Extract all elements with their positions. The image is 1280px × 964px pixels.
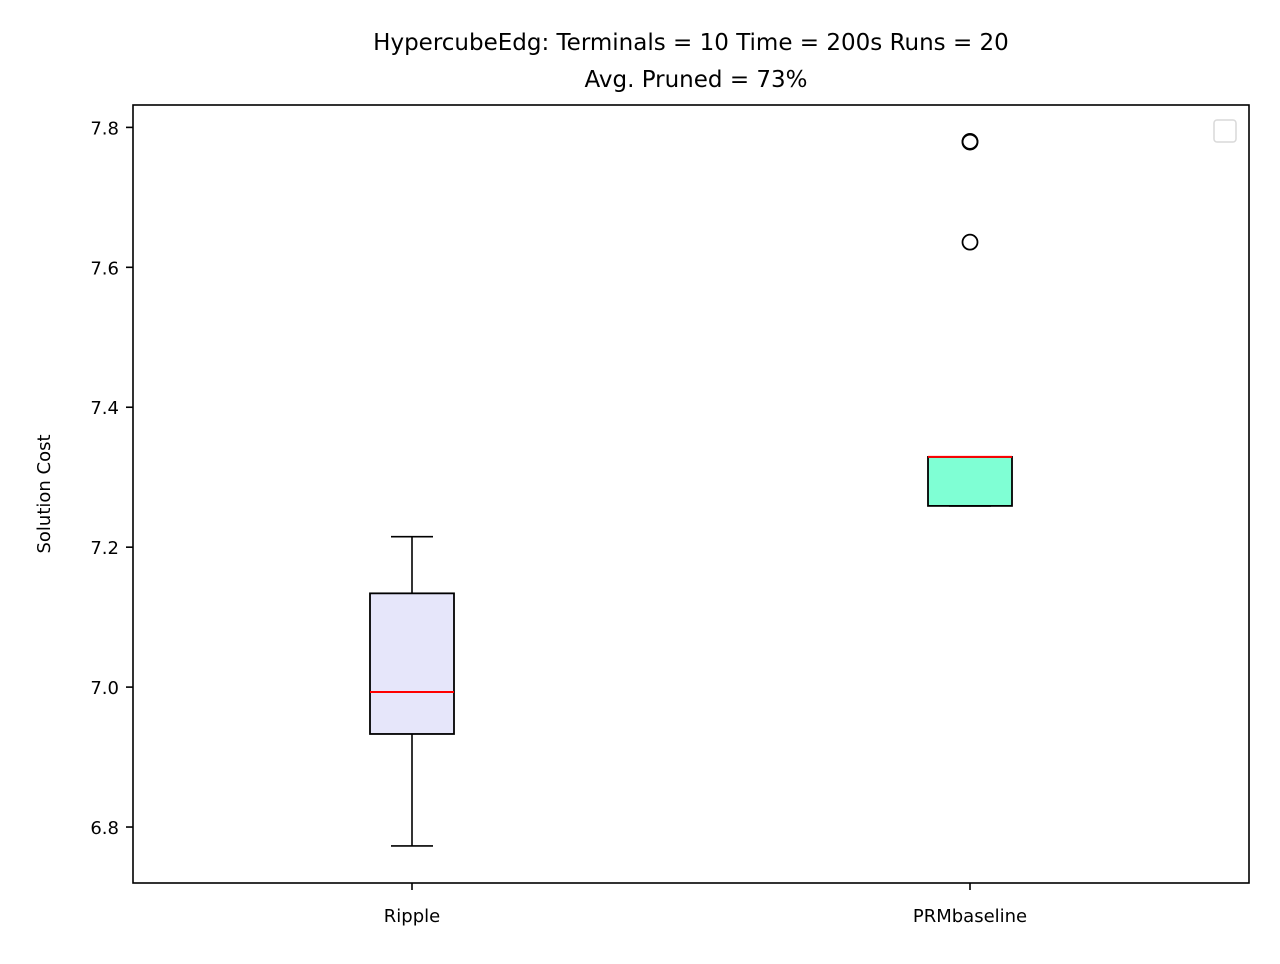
y-tick-label: 7.2 (90, 538, 119, 559)
box (369, 592, 455, 735)
plot-frame (132, 104, 1250, 884)
chart-title: HypercubeEdg: Terminals = 10 Time = 200s… (373, 30, 1009, 56)
y-axis-label: Solution Cost (34, 434, 55, 553)
axes: 6.8 7.0 7.2 7.4 7.6 7.8 Ripple PRMbaseline (90, 118, 1027, 927)
box-group-ripple (369, 535, 455, 847)
y-tick-label: 6.8 (90, 818, 119, 839)
y-tick-label: 7.0 (90, 678, 119, 699)
outlier-point (961, 132, 979, 150)
outlier-point (961, 233, 979, 251)
x-tick-label: PRMbaseline (913, 906, 1027, 927)
plot-area (369, 132, 1013, 847)
legend-box (1213, 119, 1237, 143)
box-group-prmbaseline (927, 132, 1013, 507)
y-tick-label: 7.6 (90, 258, 119, 279)
legend (1213, 119, 1237, 143)
chart-subtitle: Avg. Pruned = 73% (584, 67, 807, 93)
y-tick-label: 7.4 (90, 398, 119, 419)
y-tick-label: 7.8 (90, 118, 119, 139)
x-tick-label: Ripple (384, 906, 440, 927)
box (927, 456, 1013, 507)
